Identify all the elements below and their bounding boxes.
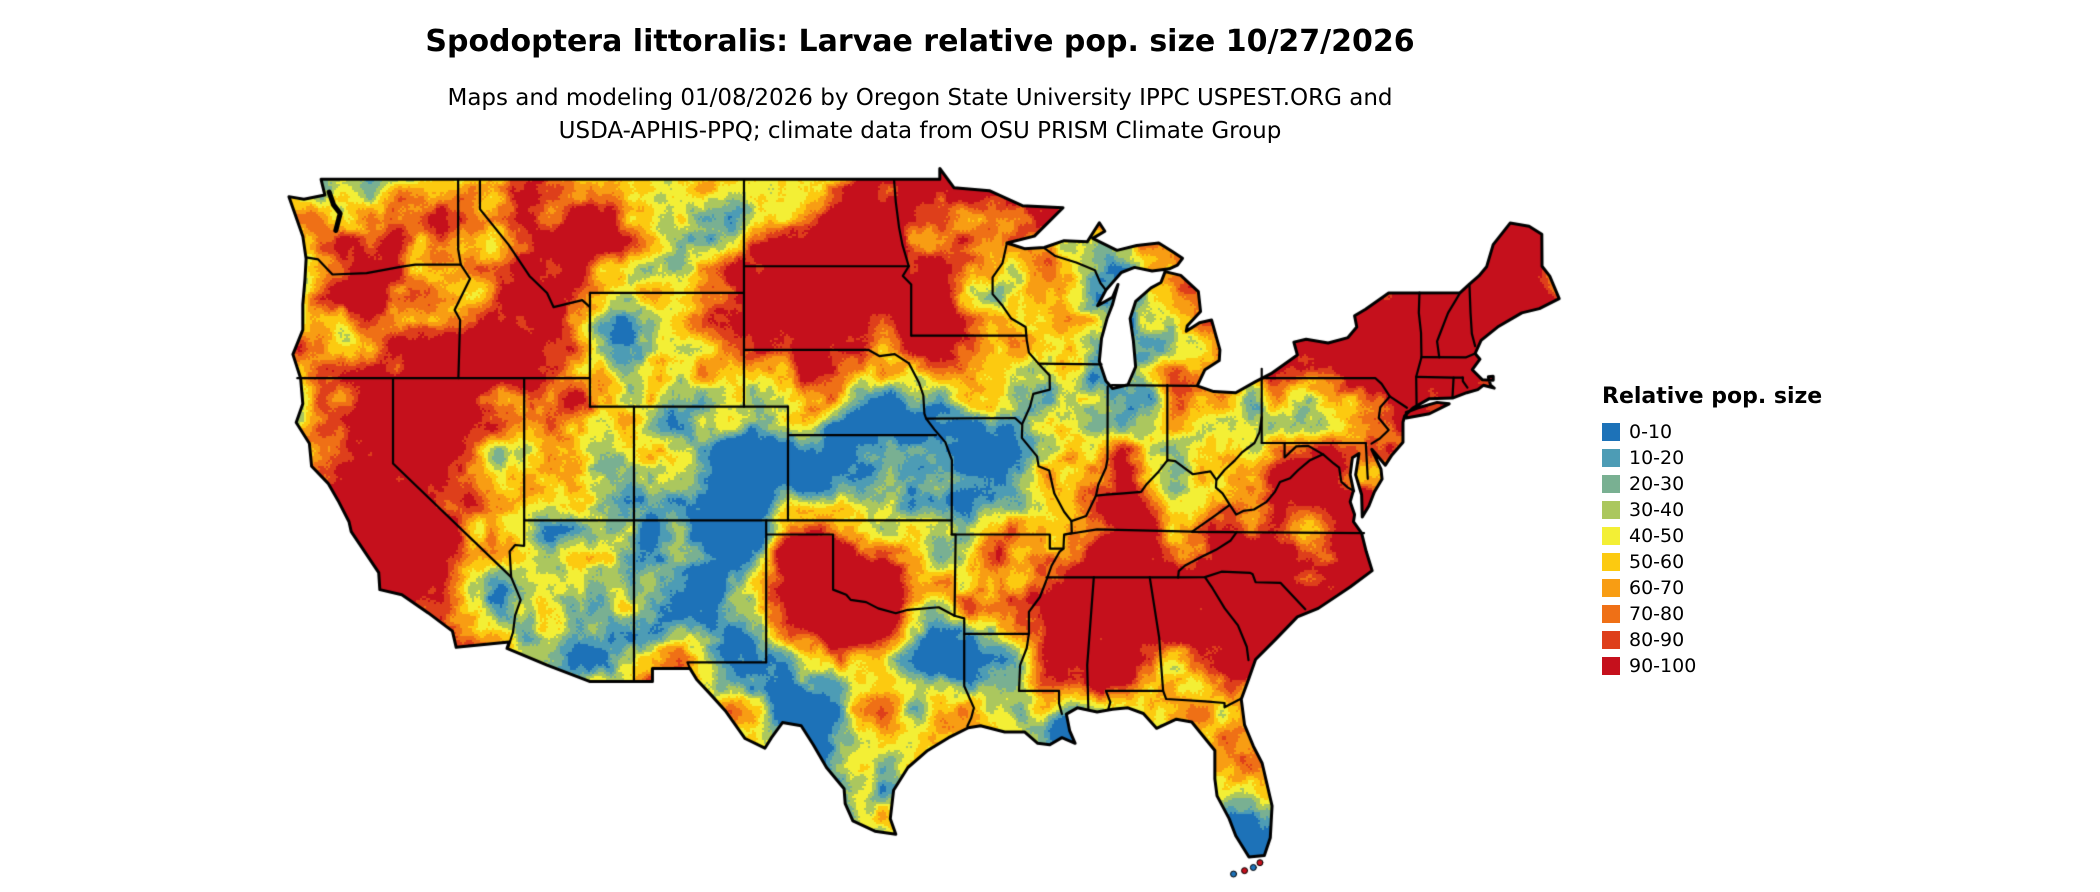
map-subtitle-line2: USDA-APHIS-PPQ; climate data from OSU PR… (558, 118, 1282, 144)
legend-item: 20-30 (1602, 471, 1822, 497)
legend-color-swatch (1602, 475, 1620, 493)
legend-item: 90-100 (1602, 653, 1822, 679)
legend-color-swatch (1602, 527, 1620, 545)
legend-color-swatch (1602, 449, 1620, 467)
legend-color-swatch (1602, 657, 1620, 675)
legend-item: 40-50 (1602, 523, 1822, 549)
us-map-canvas (272, 158, 1568, 884)
legend-color-swatch (1602, 631, 1620, 649)
legend: Relative pop. size 0-10 10-20 20-30 30-40 40… (1602, 384, 1822, 679)
map-subtitle-line1: Maps and modeling 01/08/2026 by Oregon S… (447, 85, 1393, 111)
legend-item: 0-10 (1602, 419, 1822, 445)
legend-item: 10-20 (1602, 445, 1822, 471)
legend-color-swatch (1602, 579, 1620, 597)
legend-color-swatch (1602, 605, 1620, 623)
legend-label: 30-40 (1629, 499, 1685, 521)
map-title: Spodoptera littoralis: Larvae relative p… (425, 24, 1415, 59)
map-subtitle: Maps and modeling 01/08/2026 by Oregon S… (0, 82, 1840, 148)
legend-item: 60-70 (1602, 575, 1822, 601)
legend-label: 80-90 (1629, 629, 1685, 651)
legend-color-swatch (1602, 501, 1620, 519)
legend-color-swatch (1602, 423, 1620, 441)
legend-label: 90-100 (1629, 655, 1697, 677)
legend-item: 50-60 (1602, 549, 1822, 575)
legend-label: 0-10 (1629, 421, 1673, 443)
legend-item: 80-90 (1602, 627, 1822, 653)
legend-label: 70-80 (1629, 603, 1685, 625)
legend-label: 20-30 (1629, 473, 1685, 495)
legend-item: 30-40 (1602, 497, 1822, 523)
legend-title: Relative pop. size (1602, 384, 1823, 409)
legend-label: 40-50 (1629, 525, 1685, 547)
legend-item: 70-80 (1602, 601, 1822, 627)
legend-label: 50-60 (1629, 551, 1685, 573)
legend-items: 0-10 10-20 20-30 30-40 40-50 50-60 60-70 70-80 8… (1602, 419, 1822, 679)
legend-color-swatch (1602, 553, 1620, 571)
legend-label: 60-70 (1629, 577, 1685, 599)
legend-label: 10-20 (1629, 447, 1685, 469)
